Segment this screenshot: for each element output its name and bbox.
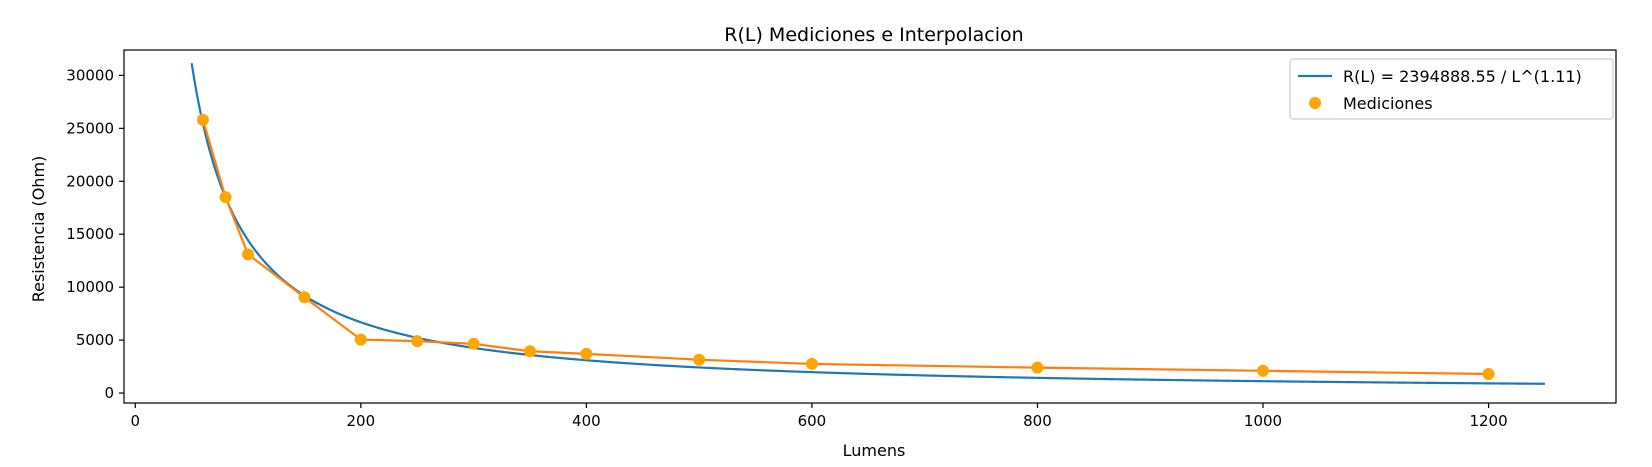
measurement-point: [467, 337, 480, 350]
x-tick-label: 400: [572, 412, 601, 430]
measurement-point: [523, 345, 536, 358]
y-tick-label: 30000: [66, 66, 114, 84]
chart-title: R(L) Mediciones e Interpolacion: [724, 24, 1023, 46]
measurement-point: [219, 191, 232, 204]
y-tick-label: 0: [104, 384, 114, 402]
x-tick-label: 600: [798, 412, 827, 430]
y-tick-label: 20000: [66, 172, 114, 190]
legend-box: [1289, 58, 1614, 120]
x-tick-label: 1000: [1244, 412, 1282, 430]
y-axis-title: Resistencia (Ohm): [29, 156, 48, 303]
measurement-point: [196, 113, 209, 126]
y-tick-label: 15000: [66, 225, 114, 243]
x-tick-label: 200: [347, 412, 376, 430]
measurement-point: [805, 357, 818, 370]
y-tick-label: 10000: [66, 278, 114, 296]
measurement-point: [1482, 367, 1495, 380]
measurement-point: [693, 353, 706, 366]
legend-measurements-label: Mediciones: [1343, 94, 1433, 113]
measurement-point: [1257, 364, 1270, 377]
measurement-point: [354, 333, 367, 346]
measurement-point: [1031, 361, 1044, 374]
x-axis-title: Lumens: [843, 441, 906, 460]
legend: R(L) = 2394888.55 / L^(1.11) Mediciones: [1289, 58, 1614, 120]
measurement-point: [242, 248, 255, 261]
measurements-line: [201, 119, 1489, 376]
x-tick-label: 800: [1023, 412, 1052, 430]
x-tick-label: 1200: [1469, 412, 1507, 430]
measurement-point: [411, 335, 424, 348]
axes: 0 200 400 600 800 1000 1200 0 5000 10000 15000 2000…: [66, 49, 1617, 430]
x-tick-label: 0: [131, 412, 141, 430]
measurement-point: [298, 291, 311, 304]
measurement-point: [580, 347, 593, 360]
legend-fit-label: R(L) = 2394888.55 / L^(1.11): [1343, 67, 1582, 86]
legend-measurements-marker: [1309, 97, 1321, 109]
plot-frame: [123, 49, 1617, 404]
plot-area: [190, 63, 1545, 385]
y-tick-label: 25000: [66, 119, 114, 137]
y-tick-label: 5000: [76, 331, 114, 349]
